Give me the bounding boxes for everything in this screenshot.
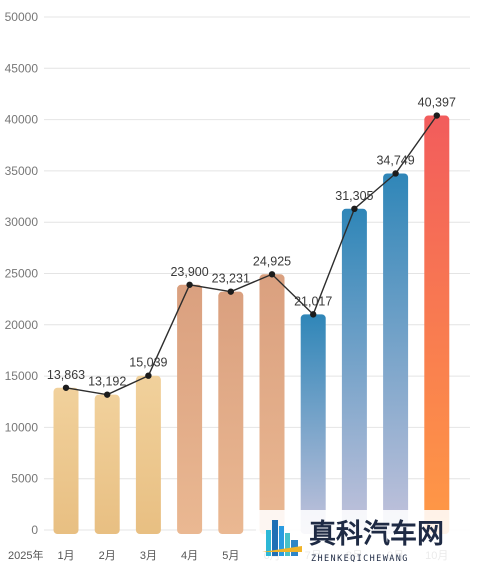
y-tick-label: 35000: [5, 164, 39, 178]
data-label: 13,192: [88, 375, 126, 389]
watermark-backdrop: [256, 510, 480, 568]
data-label: 21,017: [294, 294, 332, 308]
data-label: 24,925: [253, 254, 291, 268]
building-icon: [262, 520, 302, 556]
data-point-4月: [186, 281, 193, 288]
bar-9月: [383, 173, 409, 534]
data-label: 23,231: [212, 272, 250, 286]
data-point-1月: [62, 384, 70, 391]
data-point-10月: [433, 112, 440, 119]
y-tick-label: 40000: [5, 113, 39, 127]
bar-8月: [341, 208, 367, 534]
y-tick-label: 0: [31, 523, 38, 537]
y-tick-label: 20000: [5, 318, 39, 332]
trend-line-layer: [62, 112, 440, 398]
x-axis-year-label: 2025年: [8, 548, 43, 562]
data-point-5月: [227, 288, 234, 295]
data-label: 15,039: [129, 356, 167, 370]
y-tick-label: 10000: [5, 420, 39, 434]
y-tick-label: 15000: [5, 369, 39, 383]
bars: [53, 115, 450, 534]
watermark-subtitle: ZHENKEQICHEWANG: [311, 554, 409, 564]
y-tick-label: 50000: [5, 10, 39, 24]
data-label: 13,863: [47, 368, 85, 382]
data-point-3月: [145, 372, 152, 379]
data-point-7月: [310, 311, 317, 318]
bar-10月: [424, 115, 450, 534]
bar-1月: [53, 387, 79, 534]
bar-2月: [94, 394, 120, 534]
data-point-9月: [392, 170, 399, 177]
watermark-title: 真科汽车网: [309, 518, 444, 550]
bar-6月: [259, 274, 285, 534]
y-tick-label: 25000: [5, 267, 39, 281]
trend-line: [65, 115, 438, 396]
data-label: 23,900: [170, 265, 208, 279]
y-tick-label: 45000: [5, 61, 39, 75]
x-tick-label: 5月: [222, 550, 239, 562]
data-point-8月: [351, 205, 358, 213]
y-tick-label: 5000: [11, 472, 38, 486]
y-axis-ticks: 0 5000 10000 15000 20000 25000 30000 35000 40000…: [5, 10, 39, 537]
y-tick-label: 30000: [5, 215, 39, 229]
x-tick-label: 4月: [181, 550, 198, 562]
bar-7月: [300, 314, 326, 534]
data-label: 40,397: [418, 96, 456, 110]
bar-5月: [218, 291, 244, 534]
bar-3月: [135, 375, 161, 534]
watermark-logo: 真科汽车网 ZHENKEQICHEWANG: [256, 510, 480, 568]
data-label: 31,305: [335, 189, 373, 203]
data-label: 34,749: [376, 153, 414, 167]
data-point-2月: [104, 391, 111, 398]
x-tick-label: 3月: [140, 550, 157, 562]
x-tick-label: 1月: [57, 550, 74, 562]
x-tick-label: 2月: [99, 550, 116, 562]
data-point-6月: [268, 271, 276, 278]
bar-4月: [177, 284, 203, 534]
